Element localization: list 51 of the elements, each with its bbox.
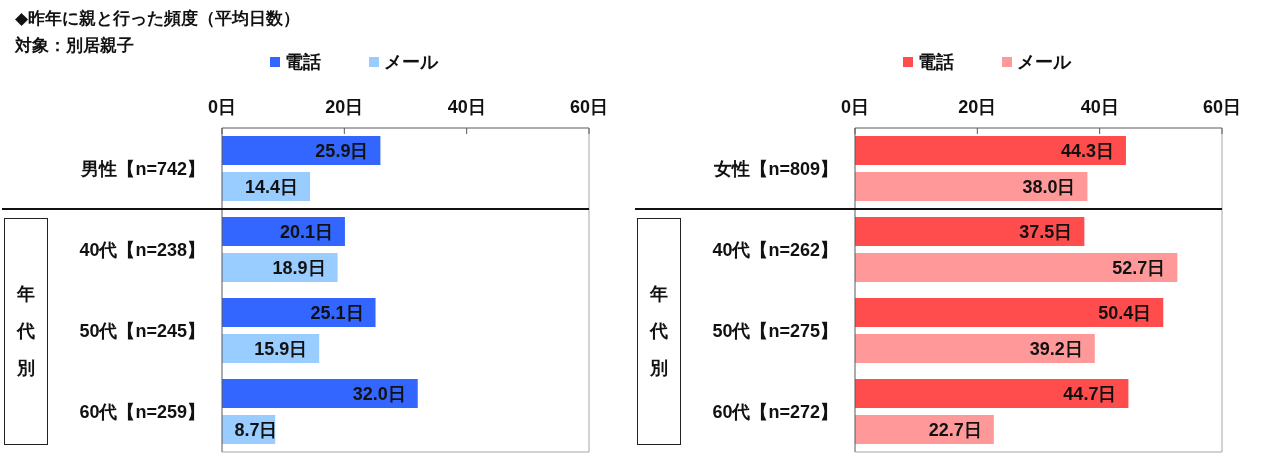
data-label: 15.9日 [254,338,308,359]
x-tick-label: 40日 [1080,97,1119,117]
text: 年代別 [649,283,669,380]
y-tick-label: 40代【n=262】 [712,239,838,260]
x-tick-label: 0日 [207,97,237,117]
data-label: 39.2日 [1029,338,1083,359]
legend-label: メール [1017,51,1071,74]
y-tick-label: 60代【n=259】 [79,401,205,422]
data-label: 50.4日 [1098,302,1152,323]
x-tick-label: 40日 [447,97,486,117]
data-label: 44.3日 [1060,140,1114,161]
bar [222,298,376,327]
y-tick-label: 60代【n=272】 [712,401,838,422]
bar [855,172,1088,201]
data-label: 52.7日 [1112,257,1166,278]
data-label: 20.1日 [279,221,333,242]
data-label: 44.7日 [1063,383,1117,404]
y-tick-label: 男性【n=742】 [80,158,205,179]
text: 年代別 [16,283,36,380]
bar [855,334,1095,363]
chart-title: ◆昨年に親と行った頻度（平均日数） [15,8,301,30]
y-tick-label: 50代【n=275】 [712,320,838,341]
bar [855,298,1164,327]
y-tick-label: 女性【n=809】 [713,158,838,179]
bar [222,379,418,408]
bar [855,253,1178,282]
bar [855,136,1126,165]
bar [855,379,1129,408]
data-label: 18.9日 [272,257,326,278]
data-label: 32.0日 [352,383,406,404]
data-label: 22.7日 [928,419,982,440]
bar [855,415,994,444]
legend-label: 電話 [285,51,321,74]
data-label: 25.9日 [315,140,369,161]
x-tick-label: 60日 [569,97,609,117]
x-tick-label: 20日 [958,97,997,117]
text: 対象：別居親子 [15,35,134,57]
data-label: 8.7日 [234,419,278,440]
data-label: 37.5日 [1019,221,1073,242]
x-tick-label: 0日 [840,97,870,117]
x-tick-label: 20日 [325,97,364,117]
bar [222,136,381,165]
data-label: 38.0日 [1022,176,1076,197]
data-label: 25.1日 [310,302,364,323]
bar [855,217,1085,246]
legend-label: 電話 [918,51,954,74]
x-tick-label: 60日 [1202,97,1242,117]
y-tick-label: 50代【n=245】 [79,320,205,341]
legend-label: メール [384,51,438,74]
data-label: 14.4日 [245,176,299,197]
y-tick-label: 40代【n=238】 [79,239,205,260]
